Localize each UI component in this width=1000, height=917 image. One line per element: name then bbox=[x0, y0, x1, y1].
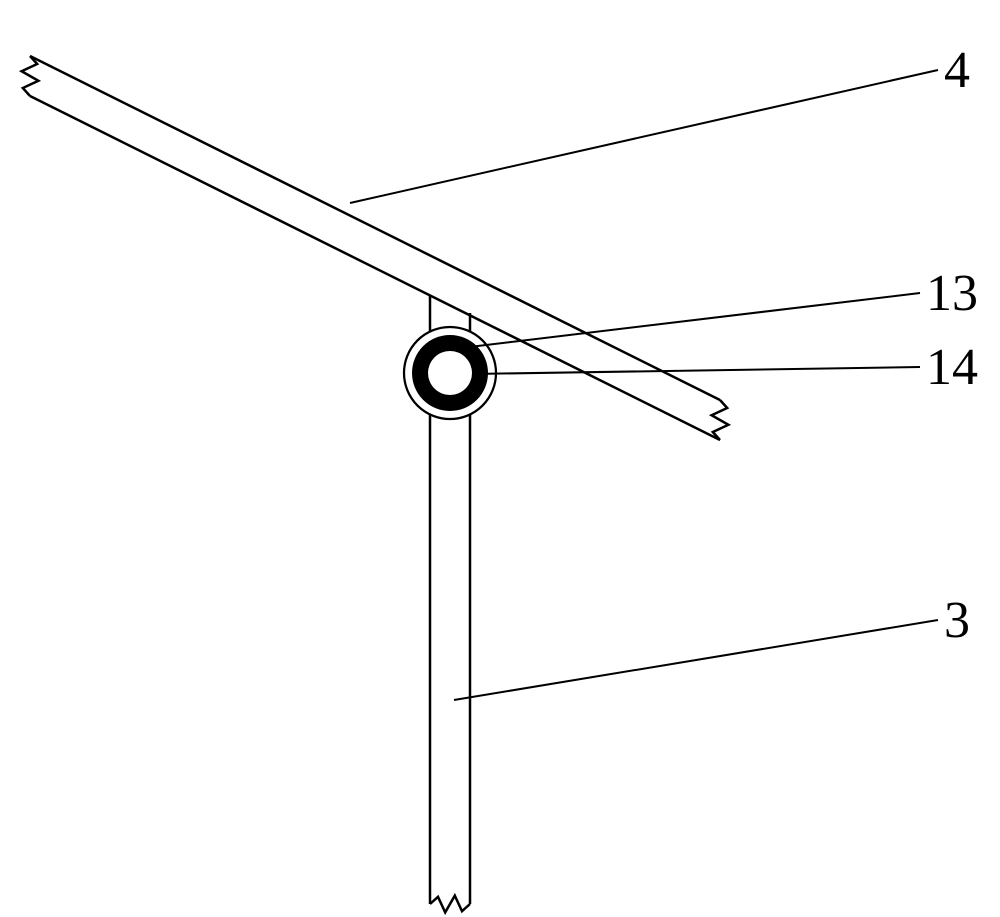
callout-label-4: 4 bbox=[944, 41, 970, 100]
angled-bar-left-break bbox=[22, 56, 39, 96]
hinge-bore bbox=[428, 351, 472, 395]
angled-bar-bottom-edge bbox=[30, 96, 720, 440]
callout-line-4 bbox=[350, 70, 938, 203]
callout-label-13: 13 bbox=[926, 264, 978, 323]
mechanical-joint-diagram bbox=[0, 0, 1000, 917]
callout-line-13 bbox=[461, 293, 920, 348]
callout-line-3 bbox=[454, 620, 938, 700]
angled-bar-right-break bbox=[712, 400, 729, 440]
callout-label-14: 14 bbox=[926, 338, 978, 397]
angled-bar-top-edge bbox=[30, 56, 720, 400]
vertical-bar-bottom-break bbox=[430, 896, 470, 913]
callout-label-3: 3 bbox=[944, 591, 970, 650]
callout-line-14 bbox=[472, 367, 920, 374]
